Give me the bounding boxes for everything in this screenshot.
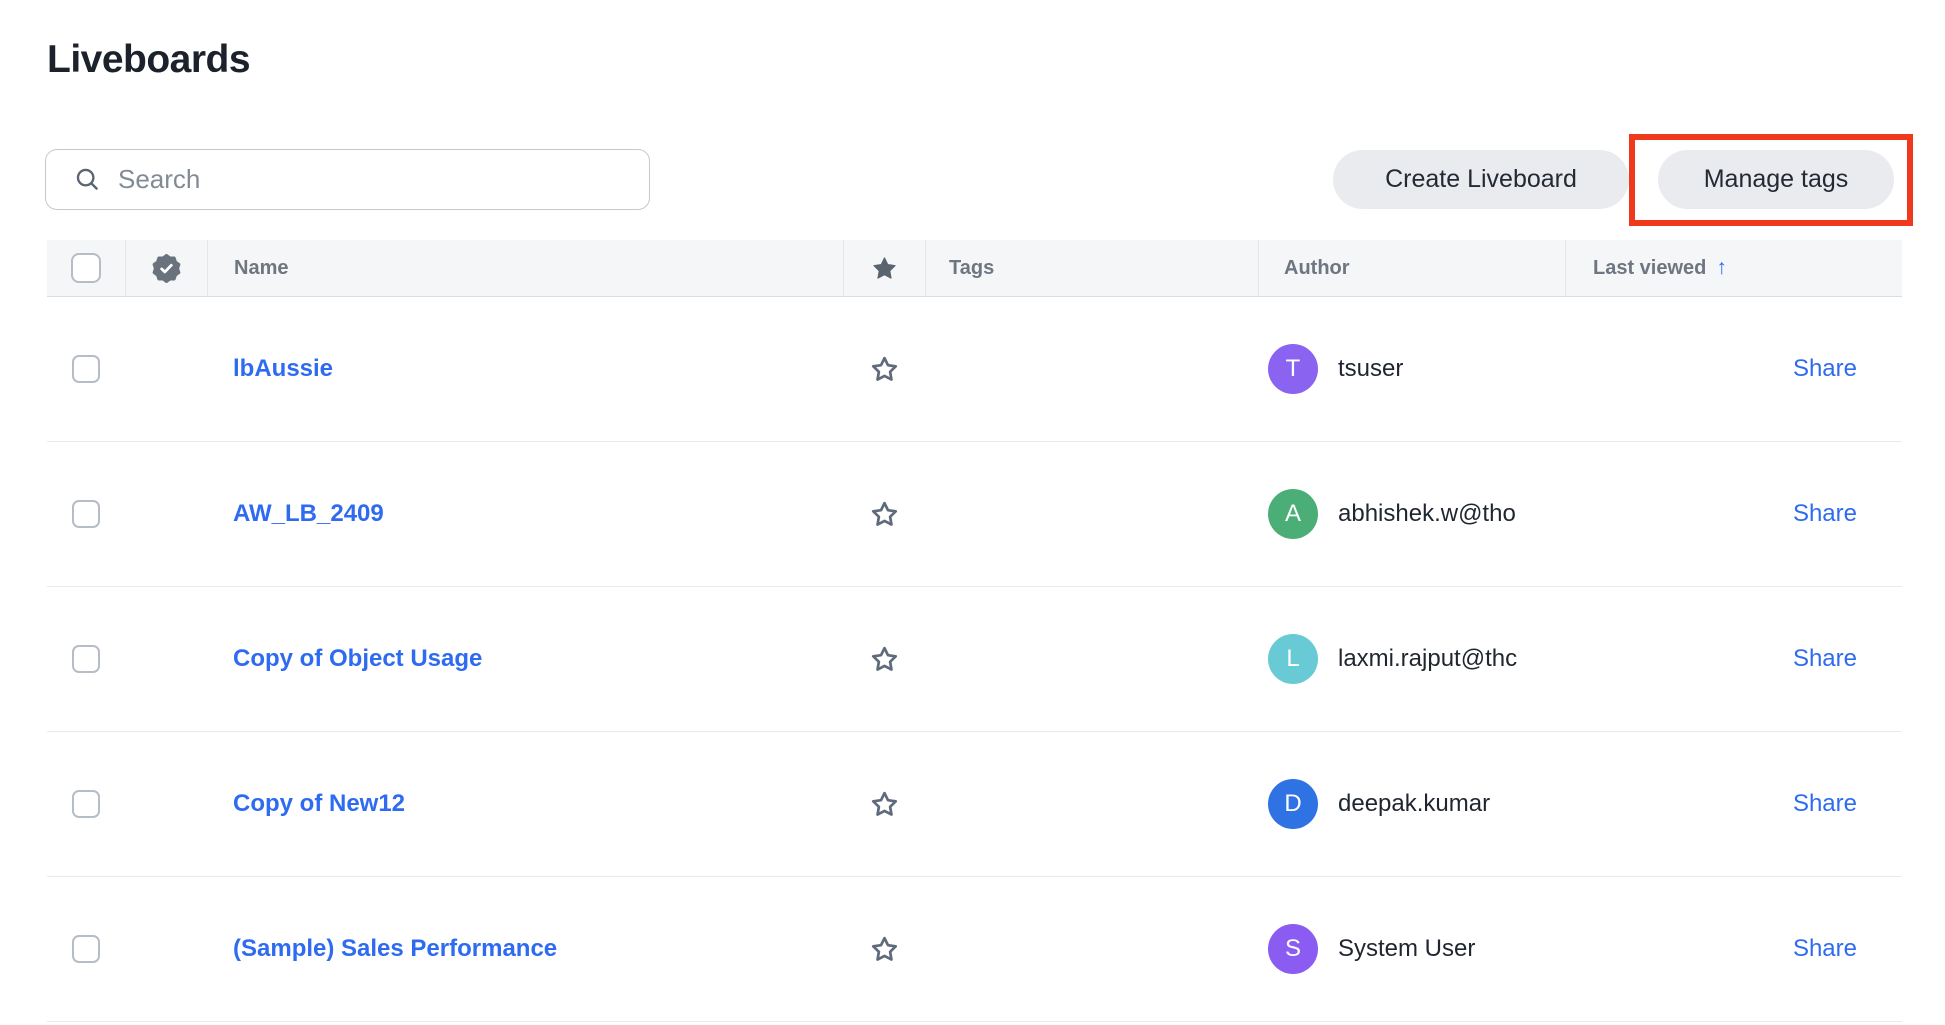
row-checkbox[interactable] (72, 645, 100, 673)
share-link[interactable]: Share (1793, 500, 1857, 528)
author-column-header[interactable]: Author (1258, 240, 1565, 296)
row-checkbox[interactable] (72, 935, 100, 963)
liveboard-name-link[interactable]: lbAussie (233, 355, 333, 382)
favorite-star-icon[interactable] (869, 354, 900, 385)
avatar: T (1268, 344, 1318, 394)
author-cell: T tsuser (1258, 297, 1565, 441)
row-checkbox[interactable] (72, 355, 100, 383)
author-name: laxmi.rajput@thc (1338, 645, 1517, 673)
author-cell: L laxmi.rajput@thc (1258, 587, 1565, 731)
liveboard-name-link[interactable]: Copy of Object Usage (233, 645, 482, 672)
manage-tags-button[interactable]: Manage tags (1658, 150, 1894, 209)
avatar: S (1268, 924, 1318, 974)
author-cell: A abhishek.w@tho (1258, 442, 1565, 586)
share-link[interactable]: Share (1793, 935, 1857, 963)
favorite-star-icon[interactable] (869, 789, 900, 820)
table-row: AW_LB_2409 A abhishek.w@tho Share (47, 442, 1902, 587)
liveboard-name-link[interactable]: Copy of New12 (233, 790, 405, 817)
author-name: deepak.kumar (1338, 790, 1490, 818)
search-box[interactable] (45, 149, 650, 210)
share-link[interactable]: Share (1793, 790, 1857, 818)
table-row: Copy of Object Usage L laxmi.rajput@thc … (47, 587, 1902, 732)
table-row: lbAussie T tsuser Share (47, 297, 1902, 442)
name-column-header[interactable]: Name (207, 240, 843, 296)
sort-ascending-icon[interactable]: ↑ (1716, 256, 1727, 280)
row-checkbox[interactable] (72, 790, 100, 818)
liveboard-name-link[interactable]: AW_LB_2409 (233, 500, 384, 527)
table-row: Copy of New12 D deepak.kumar Share (47, 732, 1902, 877)
author-name: System User (1338, 935, 1475, 963)
tags-column-header[interactable]: Tags (925, 240, 1258, 296)
share-link[interactable]: Share (1793, 355, 1857, 383)
avatar: L (1268, 634, 1318, 684)
share-link[interactable]: Share (1793, 645, 1857, 673)
select-all-cell (47, 240, 125, 296)
avatar: A (1268, 489, 1318, 539)
create-liveboard-button[interactable]: Create Liveboard (1333, 150, 1629, 209)
favorite-star-icon[interactable] (869, 934, 900, 965)
row-checkbox[interactable] (72, 500, 100, 528)
favorites-column-header[interactable] (843, 240, 925, 296)
favorite-star-icon[interactable] (869, 499, 900, 530)
favorite-star-icon[interactable] (869, 644, 900, 675)
author-cell: D deepak.kumar (1258, 732, 1565, 876)
page-title: Liveboards (47, 38, 250, 82)
liveboard-name-link[interactable]: (Sample) Sales Performance (233, 935, 557, 962)
table-row: (Sample) Sales Performance S System User… (47, 877, 1902, 1022)
search-icon (74, 166, 102, 194)
select-all-checkbox[interactable] (71, 253, 101, 283)
verified-badge-icon (151, 253, 182, 284)
search-input[interactable] (118, 164, 629, 195)
star-filled-icon (871, 255, 898, 282)
table-header-row: Name Tags Author Last viewed ↑ (47, 240, 1902, 297)
verified-column-header (125, 240, 207, 296)
liveboards-table: Name Tags Author Last viewed ↑ (47, 240, 1902, 1022)
author-cell: S System User (1258, 877, 1565, 1021)
avatar: D (1268, 779, 1318, 829)
liveboards-page: Liveboards Create Liveboard Manage tags (0, 0, 1945, 1025)
last-viewed-column-header[interactable]: Last viewed ↑ (1565, 240, 1902, 296)
author-name: abhishek.w@tho (1338, 500, 1516, 528)
author-name: tsuser (1338, 355, 1403, 383)
